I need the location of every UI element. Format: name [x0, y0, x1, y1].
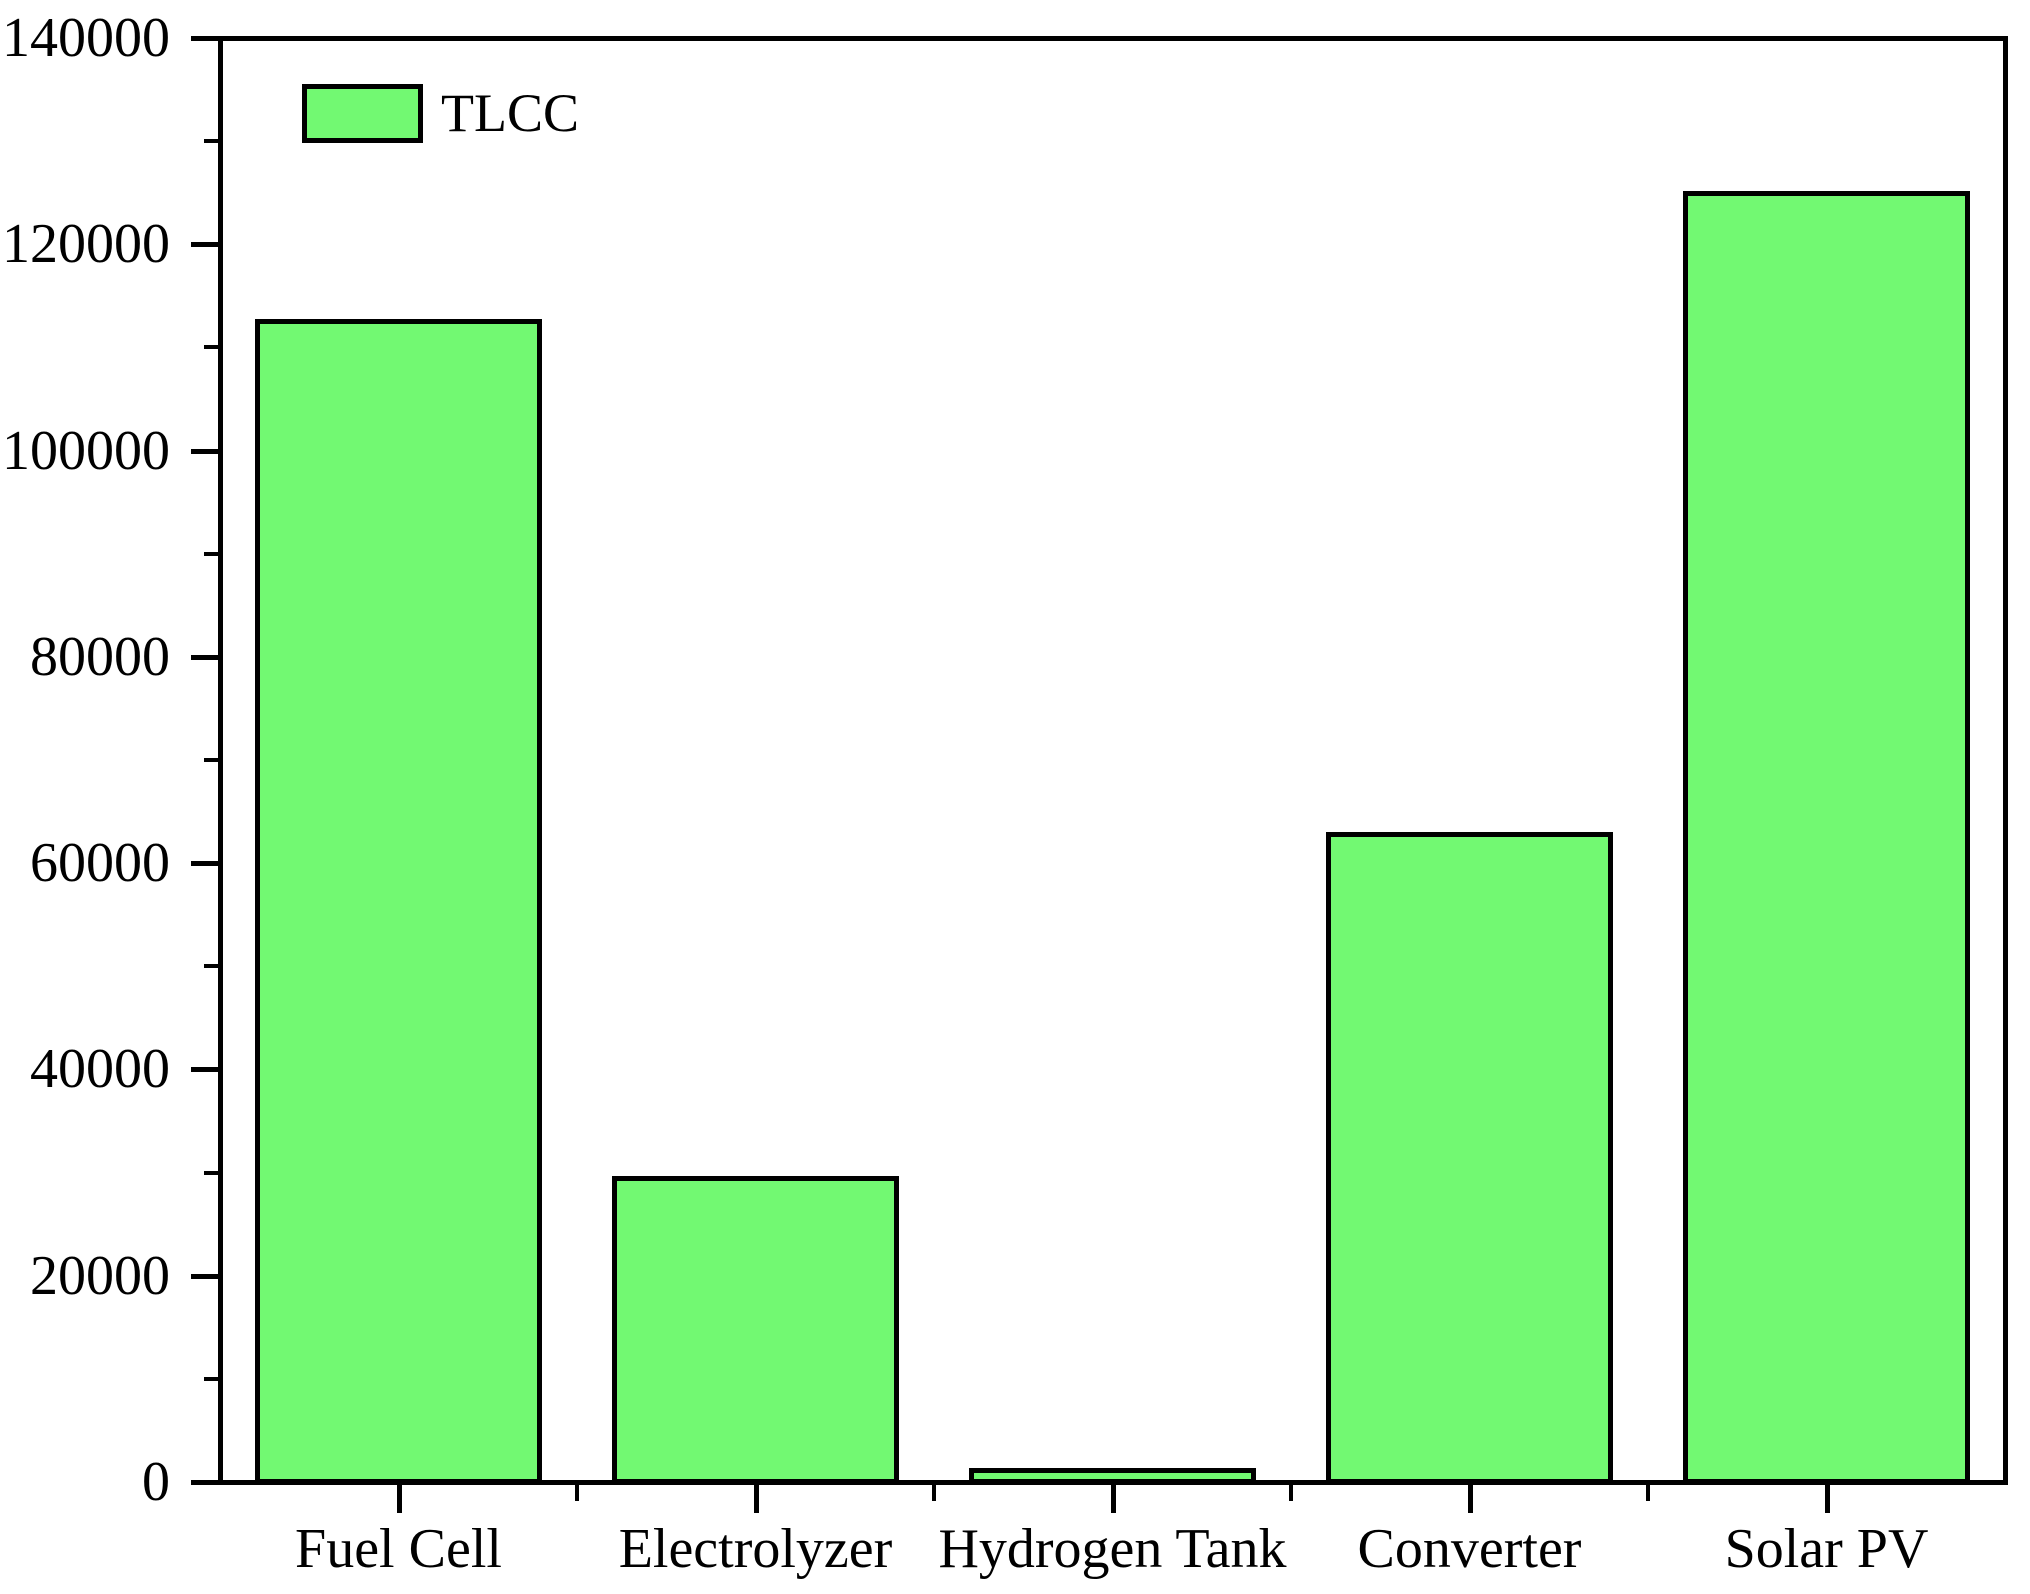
x-tick-label-hydrogen-tank: Hydrogen Tank: [938, 1518, 1287, 1580]
legend-label-tlcc: TLCC: [441, 83, 580, 143]
y-axis-minor-tick: [204, 964, 220, 968]
x-tick-label-solar-pv: Solar PV: [1724, 1518, 1929, 1580]
y-tick-label: 80000: [30, 626, 170, 688]
y-axis-major-tick: [191, 655, 220, 660]
y-axis-minor-tick: [204, 758, 220, 762]
y-axis-major-tick: [191, 861, 220, 866]
y-axis-minor-tick: [204, 1171, 220, 1175]
y-axis-major-tick: [191, 1480, 220, 1485]
x-axis-minor-tick: [932, 1484, 936, 1501]
bar-electrolyzer: [612, 1176, 899, 1484]
bar-fuel-cell: [255, 319, 542, 1484]
x-tick-label-electrolyzer: Electrolyzer: [618, 1518, 893, 1580]
y-axis-major-tick: [191, 36, 220, 41]
legend: TLCC: [302, 84, 579, 143]
y-tick-label: 120000: [2, 213, 170, 275]
x-axis-major-tick: [754, 1484, 759, 1513]
x-tick-label-fuel-cell: Fuel Cell: [295, 1518, 502, 1580]
bar-solar-pv: [1683, 191, 1970, 1484]
bar-converter: [1326, 832, 1613, 1484]
x-tick-label-converter: Converter: [1357, 1518, 1582, 1580]
x-axis-major-tick: [1468, 1484, 1473, 1513]
x-axis-minor-tick: [575, 1484, 579, 1501]
legend-swatch-tlcc: [302, 84, 423, 143]
x-axis-major-tick: [1111, 1484, 1116, 1513]
x-axis-major-tick: [1825, 1484, 1830, 1513]
y-tick-label: 0: [142, 1451, 170, 1513]
y-axis-minor-tick: [204, 345, 220, 349]
y-tick-label: 40000: [30, 1038, 170, 1100]
y-tick-label: 100000: [2, 420, 170, 482]
y-tick-label: 20000: [30, 1245, 170, 1307]
x-axis-major-tick: [397, 1484, 402, 1513]
y-axis-major-tick: [191, 1274, 220, 1279]
y-tick-label: 140000: [2, 7, 170, 69]
x-axis-minor-tick: [1289, 1484, 1293, 1501]
y-tick-label: 60000: [30, 832, 170, 894]
y-axis-major-tick: [191, 242, 220, 247]
y-axis-minor-tick: [204, 552, 220, 556]
y-axis-major-tick: [191, 449, 220, 454]
bar-hydrogen-tank: [969, 1468, 1256, 1484]
y-axis-minor-tick: [204, 139, 220, 143]
y-axis-minor-tick: [204, 1377, 220, 1381]
x-axis-minor-tick: [1646, 1484, 1650, 1501]
y-axis-major-tick: [191, 1067, 220, 1072]
